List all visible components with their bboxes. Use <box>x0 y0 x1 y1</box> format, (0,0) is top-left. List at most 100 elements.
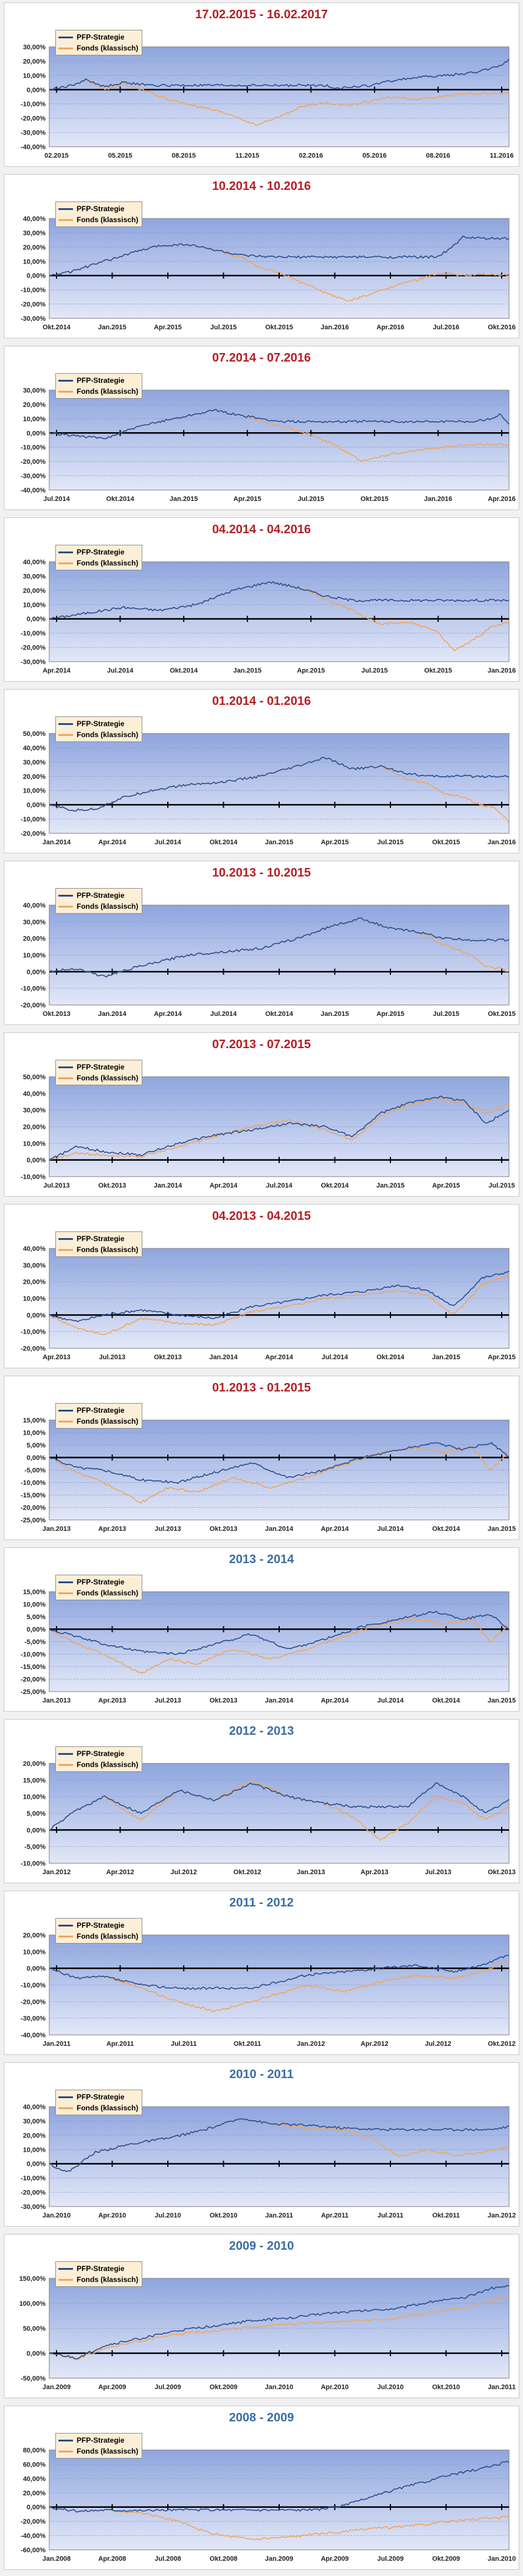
y-tick-label: 15,00% <box>23 1589 46 1596</box>
legend-entry: PFP-Strategie <box>58 32 138 43</box>
legend-label: Fonds (klassisch) <box>77 387 139 396</box>
x-tick-label: Apr.2013 <box>99 1525 126 1533</box>
y-tick-label: 10,00% <box>23 72 46 80</box>
x-tick-label: Apr.2015 <box>432 1182 460 1189</box>
legend-entry: Fonds (klassisch) <box>58 386 138 397</box>
legend-swatch <box>58 1592 73 1594</box>
legend-label: Fonds (klassisch) <box>77 1760 139 1769</box>
y-tick-label: 10,00% <box>23 601 46 609</box>
y-tick-label: 30,00% <box>23 2118 46 2125</box>
legend-entry: PFP-Strategie <box>58 1577 138 1587</box>
x-tick-label: 08.2016 <box>426 152 451 159</box>
chart-legend: PFP-Strategie Fonds (klassisch) <box>55 888 143 914</box>
legend-swatch <box>58 1763 73 1766</box>
x-tick-label: Jan.2010 <box>488 2555 516 2563</box>
x-tick-label: Jul.2013 <box>154 1525 181 1533</box>
series-line-strategie <box>49 1441 510 1484</box>
x-tick-label: Jan.2010 <box>43 2212 71 2219</box>
x-tick-label: Apr.2014 <box>210 1182 238 1189</box>
y-tick-label: 0,00% <box>27 968 46 976</box>
y-tick-label: 0,00% <box>27 2161 46 2168</box>
legend-entry: PFP-Strategie <box>58 1233 138 1244</box>
y-tick-label: -60,00% <box>21 2547 46 2554</box>
series-line-strategie <box>49 58 510 91</box>
x-tick-label: Jul.2010 <box>154 2212 181 2219</box>
x-tick-label: Okt.2009 <box>210 2384 238 2391</box>
x-tick-label: Okt.2014 <box>43 324 71 331</box>
chart-svg: 80,00% 60,00% 40,00% 20,00% 0,00% -20,00% -40,… <box>21 2447 516 2563</box>
y-tick-label: 20,00% <box>23 1124 46 1131</box>
legend-swatch <box>58 208 73 210</box>
legend-label: PFP-Strategie <box>77 548 125 556</box>
y-tick-label: -30,00% <box>21 659 46 666</box>
legend-label: PFP-Strategie <box>77 1749 125 1758</box>
x-tick-label: Okt.2014 <box>106 495 135 503</box>
x-tick-label: Apr.2015 <box>154 324 182 331</box>
legend-label: Fonds (klassisch) <box>77 1932 139 1941</box>
chart-title: 2011 - 2012 <box>229 1896 294 1909</box>
y-tick-label: 40,00% <box>23 1090 46 1097</box>
legend-swatch <box>58 1581 73 1583</box>
y-tick-label: -20,00% <box>21 1676 46 1684</box>
legend-entry: PFP-Strategie <box>58 203 138 214</box>
x-tick-label: Okt.2013 <box>210 1525 238 1533</box>
legend-entry: Fonds (klassisch) <box>58 1416 138 1427</box>
y-tick-label: 30,00% <box>23 759 46 766</box>
x-tick-label: Jan.2011 <box>43 2040 71 2048</box>
chart-panel: 150,00% 100,00% 50,00% 0,00% -50,00% Jan.2009… <box>4 2234 519 2398</box>
legend-entry: PFP-Strategie <box>58 1920 138 1931</box>
x-tick-label: Jan.2014 <box>154 1182 182 1189</box>
legend-label: PFP-Strategie <box>77 1406 125 1415</box>
y-tick-label: -30,00% <box>21 130 46 137</box>
y-tick-label: 0,00% <box>27 1455 46 1462</box>
x-tick-label: Apr.2016 <box>488 495 516 503</box>
y-tick-label: 10,00% <box>23 1430 46 1437</box>
x-tick-label: Jul.2013 <box>154 1697 181 1704</box>
legend-swatch <box>58 2107 73 2109</box>
y-tick-label: 40,00% <box>23 2476 46 2483</box>
legend-entry: Fonds (klassisch) <box>58 2446 138 2457</box>
legend-entry: Fonds (klassisch) <box>58 1759 138 1770</box>
y-tick-label: 50,00% <box>23 730 46 738</box>
plot-area <box>49 2449 510 2550</box>
x-tick-label: Jan.2010 <box>265 2384 293 2391</box>
y-tick-label: -20,00% <box>21 1345 46 1353</box>
y-tick-label: 20,00% <box>23 244 46 251</box>
y-tick-label: -10,00% <box>21 985 46 993</box>
y-tick-label: -5,00% <box>24 1467 46 1474</box>
y-tick-label: 0,00% <box>27 1157 46 1164</box>
y-tick-label: -25,00% <box>21 1689 46 1696</box>
chart-legend: PFP-Strategie Fonds (klassisch) <box>55 1060 143 1085</box>
chart-title: 2013 - 2014 <box>229 1553 294 1566</box>
y-tick-label: -20,00% <box>21 1002 46 1009</box>
legend-swatch <box>58 1752 73 1755</box>
plot-area <box>49 390 510 491</box>
legend-label: Fonds (klassisch) <box>77 902 139 911</box>
x-tick-label: Jul.2014 <box>266 1182 293 1189</box>
y-tick-label: 10,00% <box>23 1140 46 1147</box>
x-tick-label: Apr.2015 <box>297 667 325 674</box>
x-tick-label: Jul.2015 <box>210 324 237 331</box>
legend-swatch <box>58 2439 73 2441</box>
y-tick-label: -5,00% <box>24 1639 46 1646</box>
x-tick-label: Okt.2013 <box>43 1010 71 1018</box>
chart-svg: 30,00% 20,00% 10,00% 0,00% -10,00% -20,00% -30… <box>21 44 514 159</box>
chart-svg: 30,00% 20,00% 10,00% 0,00% -10,00% -20,00% -30… <box>21 387 516 503</box>
y-tick-label: 30,00% <box>23 229 46 237</box>
chart-panel: 30,00% 20,00% 10,00% 0,00% -10,00% -20,00% -30… <box>4 346 519 510</box>
chart-legend: PFP-Strategie Fonds (klassisch) <box>55 1918 143 1944</box>
legend-swatch <box>58 2096 73 2098</box>
chart-panel: 15,00% 10,00% 5,00% 0,00% -5,00% -10,00% -15,0… <box>4 1376 519 1540</box>
chart-title: 07.2014 - 07.2016 <box>212 351 311 365</box>
y-tick-label: 0,00% <box>27 2350 46 2357</box>
series-line-strategie <box>49 2460 510 2513</box>
y-tick-label: -20,00% <box>21 2518 46 2525</box>
y-tick-label: 10,00% <box>23 416 46 423</box>
x-tick-label: Jul.2013 <box>99 1354 125 1361</box>
chart-svg: 50,00% 40,00% 30,00% 20,00% 10,00% 0,00% -10,0… <box>21 1074 515 1189</box>
x-tick-label: Jan.2015 <box>265 839 293 846</box>
x-tick-label: 11.2015 <box>235 152 259 159</box>
legend-entry: PFP-Strategie <box>58 1405 138 1416</box>
legend-entry: PFP-Strategie <box>58 718 138 729</box>
chart-legend: PFP-Strategie Fonds (klassisch) <box>55 30 143 55</box>
